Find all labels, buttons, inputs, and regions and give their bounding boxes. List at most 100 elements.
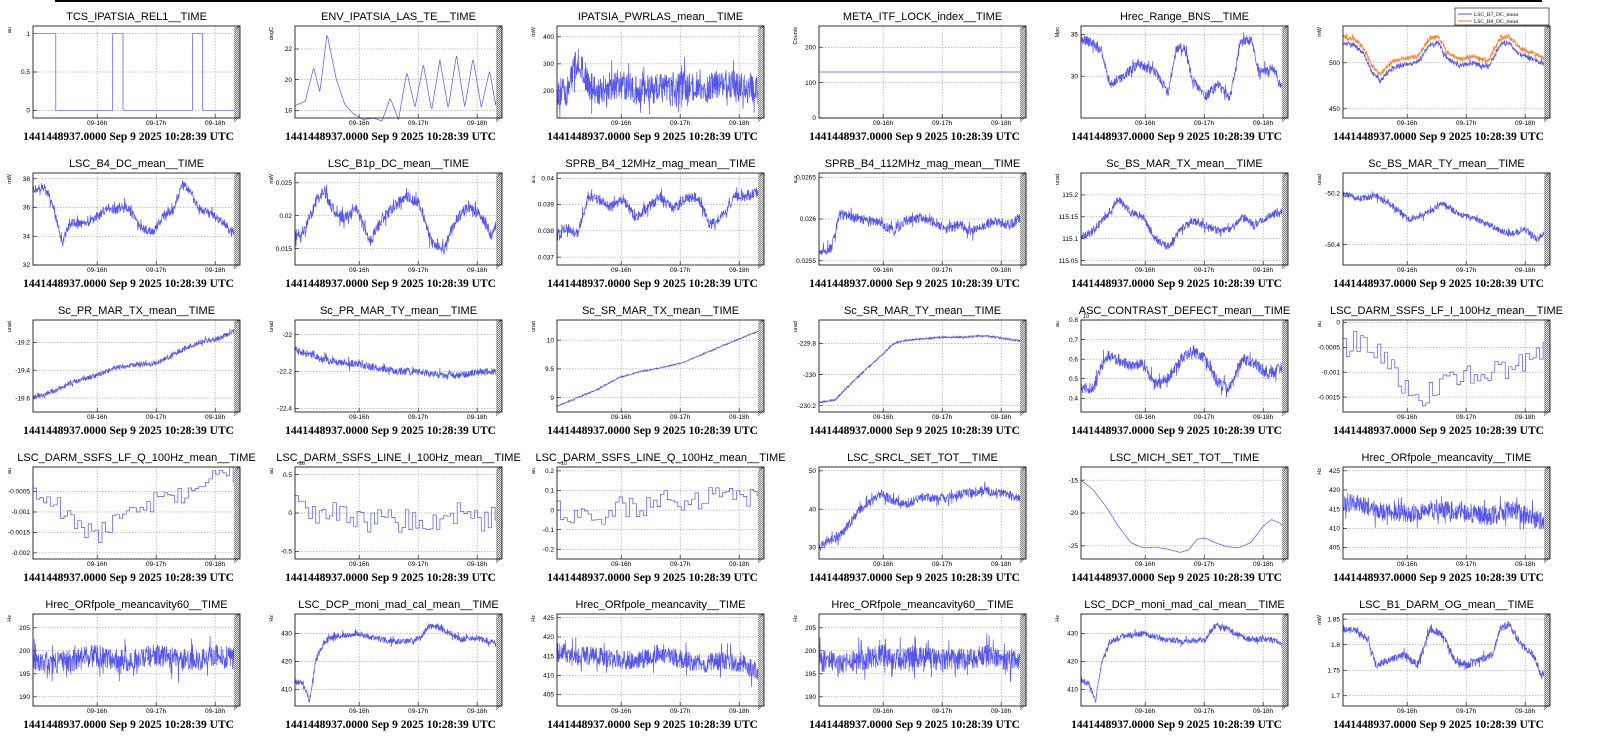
hatch-line [233, 49, 241, 57]
gridlines [1343, 320, 1550, 412]
hatch-line [1543, 242, 1551, 250]
hatch-line [1543, 498, 1551, 506]
hatch-line [1543, 677, 1551, 685]
hatch-line [757, 190, 765, 198]
hatch-line [495, 478, 503, 486]
hatch-line [1019, 661, 1027, 669]
hatch-line [1543, 397, 1551, 405]
x-tick-label: 09-16h [873, 561, 894, 568]
hatch-bg [758, 320, 764, 412]
hatch-line [757, 319, 765, 327]
hatch-line [1543, 194, 1551, 202]
hatch-line [1019, 343, 1027, 351]
hatch-line [1543, 115, 1551, 123]
hatch-line [233, 319, 241, 327]
hatch-line [233, 39, 241, 47]
hatch-line [233, 204, 241, 212]
hatch-line [495, 174, 503, 182]
hatch-line [1543, 544, 1551, 552]
hatch-line [233, 409, 241, 417]
y-tick-label: 0.02 [279, 213, 292, 220]
hatch-line [1543, 204, 1551, 212]
hatch-line [757, 659, 765, 667]
hatch-line [1019, 335, 1027, 343]
plot-area [1343, 173, 1550, 265]
hatch-line [1019, 325, 1027, 333]
y-tick-label: 0.026 [800, 216, 817, 223]
y-tick-label: 500 [1329, 60, 1340, 67]
timestamp-footer: 1441448937.0000 Sep 9 2025 10:28:39 UTC [285, 572, 496, 584]
hatch-line [233, 174, 241, 182]
hatch-line [757, 681, 765, 689]
y-tick-label: 410 [1067, 686, 1078, 693]
hatch-line [495, 645, 503, 653]
hatch-line [233, 512, 241, 520]
hatch-line [1019, 699, 1027, 707]
hatch-line [1019, 337, 1027, 345]
hatch-line [1019, 409, 1027, 417]
hatch-line [1281, 234, 1289, 242]
hatch-line [495, 81, 503, 89]
hatch-line [1019, 27, 1027, 35]
y-tick-label: 0.6 [1069, 356, 1078, 363]
hatch-line [1019, 357, 1027, 365]
hatch-line [1281, 39, 1289, 47]
hatch-line [757, 365, 765, 373]
hatch-line [495, 41, 503, 49]
plot-frame [1080, 25, 1289, 119]
hatch-line [1281, 623, 1289, 631]
hatch-line [1543, 371, 1551, 379]
hatch-line [1019, 77, 1027, 85]
hatch-line [757, 71, 765, 79]
y-tick-label: 450 [1329, 106, 1340, 113]
hatch-line [1543, 105, 1551, 113]
hatch-line [1281, 524, 1289, 532]
hatch-line [1019, 657, 1027, 665]
hatch-line [495, 337, 503, 345]
y-tick-label: 200 [19, 648, 30, 655]
hatch-line [1281, 629, 1289, 637]
series-line [557, 487, 765, 525]
y-tick-label: 1.75 [1327, 667, 1340, 674]
timestamp-footer: 1441448937.0000 Sep 9 2025 10:28:39 UTC [547, 425, 758, 437]
plot-frame [1342, 466, 1551, 560]
hatch-line [495, 230, 503, 238]
hatch-line [495, 109, 503, 117]
hatch-line [233, 522, 241, 530]
hatch-line [1543, 488, 1551, 496]
y-axis-label: urad [1317, 174, 1323, 185]
hatch-line [233, 524, 241, 532]
y-tick-label: -0.1 [543, 527, 555, 534]
chart-title: ASC_CONTRAST_DEFECT_mean__TIME [1079, 305, 1291, 317]
hatch-line [495, 77, 503, 85]
hatch-line [1281, 349, 1289, 357]
hatch-line [233, 71, 241, 79]
hatch-line [495, 675, 503, 683]
hatch-line [757, 333, 765, 341]
hatch-line [1281, 252, 1289, 260]
hatch-line [495, 204, 503, 212]
hatch-line [1281, 659, 1289, 667]
hatch-line [757, 202, 765, 210]
hatch-line [757, 218, 765, 226]
chart-title: Hrec_ORfpole_meancavity__TIME [576, 599, 746, 611]
hatch-line [1281, 95, 1289, 103]
hatch-line [233, 351, 241, 359]
hatch-line [1281, 663, 1289, 671]
hatch-line [1543, 81, 1551, 89]
hatch-line [233, 93, 241, 101]
x-tick-label: 09-17h [932, 414, 953, 421]
hatch-line [495, 514, 503, 522]
hatch-line [495, 248, 503, 256]
plot-area [1081, 26, 1288, 118]
hatch-line [1281, 351, 1289, 359]
hatch-line [1019, 178, 1027, 186]
hatch-line [233, 180, 241, 188]
hatch-line [1281, 466, 1289, 474]
hatch-line [1019, 101, 1027, 109]
hatch-line [757, 687, 765, 695]
hatch-line [1281, 35, 1289, 43]
hatch-line [1281, 633, 1289, 641]
chart-title: LSC_SRCL_SET_TOT__TIME [847, 452, 998, 464]
plot-frame [556, 25, 765, 119]
